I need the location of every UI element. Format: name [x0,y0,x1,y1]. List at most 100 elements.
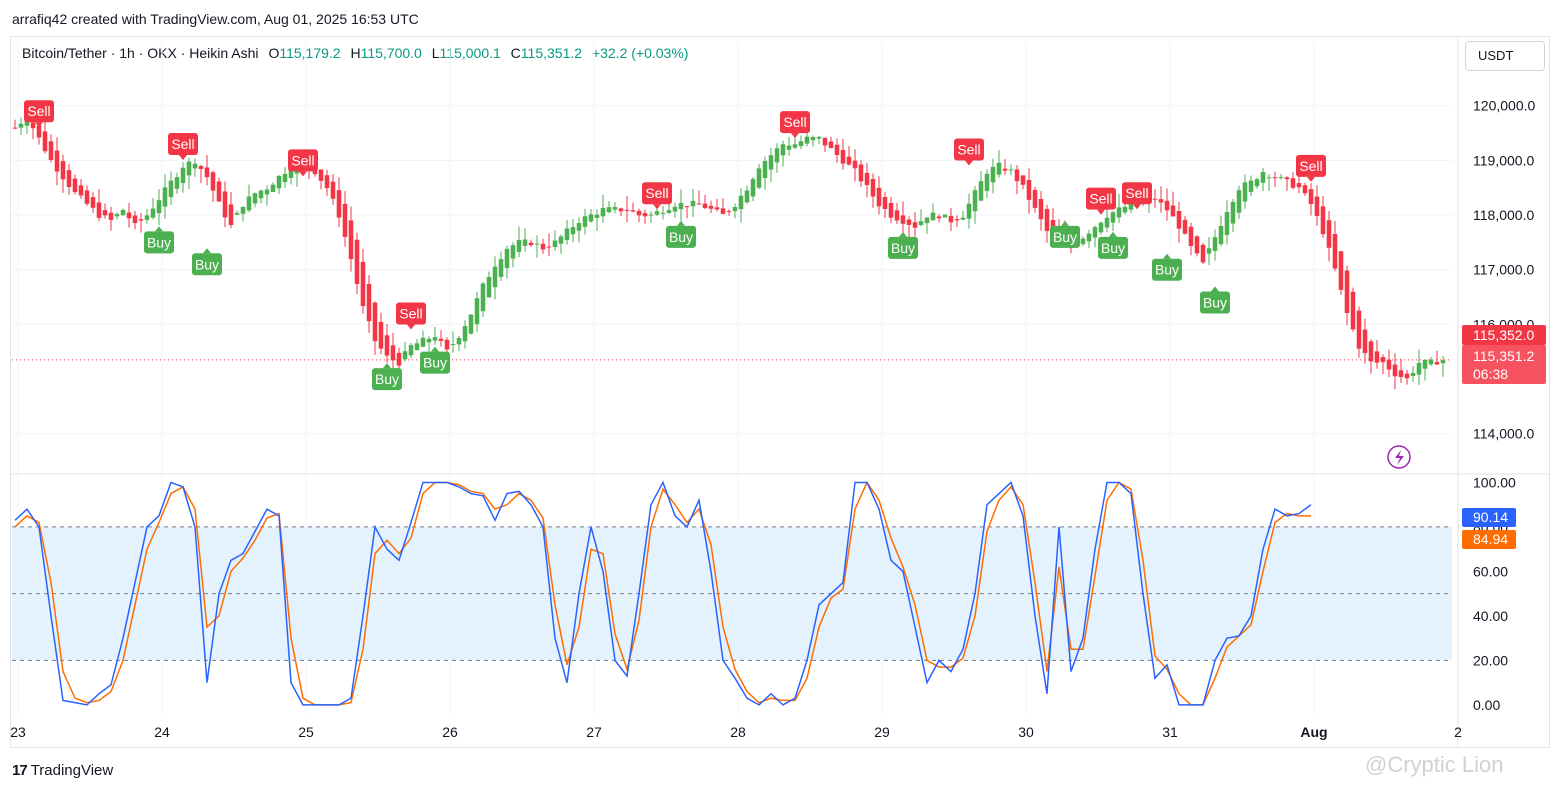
signal-pointer [155,226,163,232]
candle-body [342,203,348,237]
candle-body [132,215,138,224]
candle-body [1044,209,1050,232]
lightning-icon-glyph [1395,450,1404,465]
buy-signal: Buy [1098,231,1128,259]
candle-body [102,210,108,216]
buy-signal: Buy [888,231,918,259]
stoch-d-line [14,480,1311,706]
candle-body [234,212,240,215]
candle-body [216,181,222,202]
x-tick-label: 29 [874,724,890,740]
candle-body [714,207,720,210]
candle-body [24,119,30,126]
candle-body [954,219,960,221]
candle-body [486,277,492,298]
signal-pointer [1061,220,1069,226]
candle-body [564,228,570,241]
chart-credit: arrafiq42 created with TradingView.com, … [12,11,419,27]
candle-body [1296,183,1302,188]
candle-body [360,261,366,307]
candle-body [336,190,342,218]
tradingview-logo[interactable]: 17 TradingView [12,762,113,779]
candle-body [60,161,66,180]
candle-body [492,266,498,288]
open-label: O [268,45,280,61]
signal-label: Buy [1203,295,1227,311]
buy-signal: Buy [372,363,402,391]
candle-body [1194,236,1200,254]
candle-body [1374,351,1380,363]
last-price-label: 115,352.0 [1473,327,1534,343]
signal-box [168,133,198,155]
sell-signal: Sell [288,149,318,177]
signal-box [1098,236,1128,259]
candle-body [1338,251,1344,290]
candle-body [1320,206,1326,235]
candle-body [930,212,936,221]
stoch-d-tag [1462,530,1516,549]
stoch-tick-label: 100.00 [1473,474,1516,490]
candle-body [1008,169,1014,171]
candle-body [1386,359,1392,370]
candle-body [444,339,450,350]
candle-body [504,248,510,269]
candle-body [378,321,384,349]
candle-body [522,239,528,246]
candle-body [588,214,594,222]
signal-label: Buy [423,355,447,371]
candle-body [432,337,438,341]
candle-body [144,215,150,220]
candle-body [36,125,42,138]
candle-body [156,200,162,214]
currency-selector[interactable]: USDT [1465,41,1545,71]
candle-body [576,223,582,231]
buy-signal: Buy [1050,220,1080,248]
candle-body [1332,233,1338,269]
signal-pointer [299,171,307,177]
signal-pointer [1109,231,1117,237]
signal-box [1200,291,1230,314]
candle-body [990,166,996,183]
candle-body [240,206,246,214]
buy-signal: Buy [1200,286,1230,314]
price-tick-label: 118,000.0 [1473,207,1534,223]
candle-body [474,298,480,325]
candle-body [204,167,210,178]
candle-body [666,210,672,213]
symbol-label[interactable]: Bitcoin/Tether · 1h · OKX · Heikin Ashi [22,45,259,61]
candle-body [1362,329,1368,354]
candle-body [1410,373,1416,376]
stoch-tick-label: 40.00 [1473,608,1508,624]
lightning-icon [1387,445,1411,469]
signal-label: Sell [645,185,668,201]
signal-label: Sell [399,305,422,321]
signal-pointer [383,363,391,369]
candle-body [654,211,660,215]
candle-body [600,207,606,217]
candle-body [792,144,798,148]
candle-body [348,220,354,260]
candle-body [426,338,432,343]
signal-label: Sell [171,136,194,152]
x-tick-label: 2 [1454,724,1462,740]
candle-body [420,337,426,347]
candle-body [66,170,72,188]
candle-body [960,217,966,220]
price-tick-label: 119,000.0 [1473,152,1534,168]
candle-body [384,335,390,356]
candle-body [1302,185,1308,194]
candle-body [888,203,894,218]
candle-body [174,177,180,189]
x-tick-label: 26 [442,724,458,740]
candle-body [228,204,234,225]
signal-box [144,231,174,254]
candle-body [678,203,684,210]
low-label: L [431,45,440,61]
candle-body [1398,370,1404,377]
candle-body [1236,190,1242,213]
x-tick-label: 28 [730,724,746,740]
x-tick-label: 24 [154,724,170,740]
candle-body [1164,200,1170,211]
candle-body [780,144,786,156]
